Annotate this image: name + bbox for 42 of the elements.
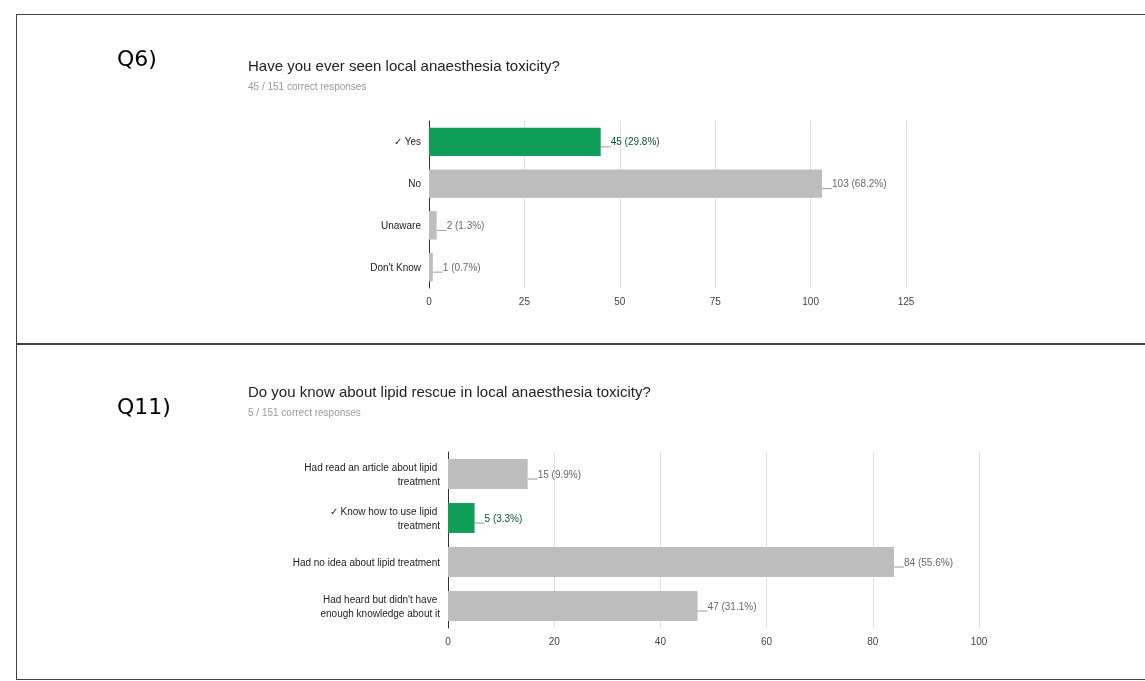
data-label: 15 (9.9%) [537,468,582,480]
data-label: 5 (3.3%) [484,512,523,524]
x-tick-label: 60 [761,635,773,647]
text: Q6) [117,45,157,71]
x-tick-label: 25 [518,295,531,307]
bar [429,252,433,282]
x-tick-label: 80 [867,635,879,647]
y-tick-label: ✓ Know how to use lipid treatment [329,505,441,531]
bar [429,211,437,240]
data-label: 47 (31.1%) [707,600,757,612]
data-label: 2 (1.3%) [446,219,485,231]
y-tick-label: Had read an article about lipid treatment [304,461,441,487]
data-label: 1 (0.7%) [442,261,481,273]
x-tick-label: 0 [445,635,452,647]
x-tick-label: 100 [802,295,820,307]
y-tick-label: No [408,178,422,190]
data-label: 103 (68.2%) [832,178,887,190]
y-tick-label: Don't Know [370,261,422,273]
x-tick-label: 0 [426,295,433,307]
x-tick-label: 40 [654,635,667,647]
chart-title: Have you ever seen local anaesthesia toxicity? [248,57,560,74]
bar [429,169,823,198]
bar [448,591,698,621]
bar [448,547,895,577]
bar [448,459,528,489]
x-tick-label: 50 [614,295,626,307]
data-label: 45 (29.8%) [610,136,660,148]
y-tick-label: Had no idea about lipid treatment [292,556,441,568]
text: Q11) [117,393,171,419]
text: 5 / 151 correct responses [248,406,361,418]
y-tick-label: Unaware [380,219,422,231]
x-tick-label: 75 [709,295,722,307]
x-tick-label: 100 [970,635,988,647]
y-tick-label: ✓ Yes [394,136,421,148]
data-label: 84 (55.6%) [904,556,953,568]
y-tick-label: Had heard but didn't have enough knowledge about it [320,593,441,619]
bar [448,503,475,533]
chart-title: Do you know about lipid rescue in local anaesthesia toxicity? [248,383,651,400]
text: 45 / 151 correct responses [248,80,367,92]
bar [429,127,601,157]
x-tick-label: 20 [548,635,561,647]
x-tick-label: 125 [897,295,915,307]
